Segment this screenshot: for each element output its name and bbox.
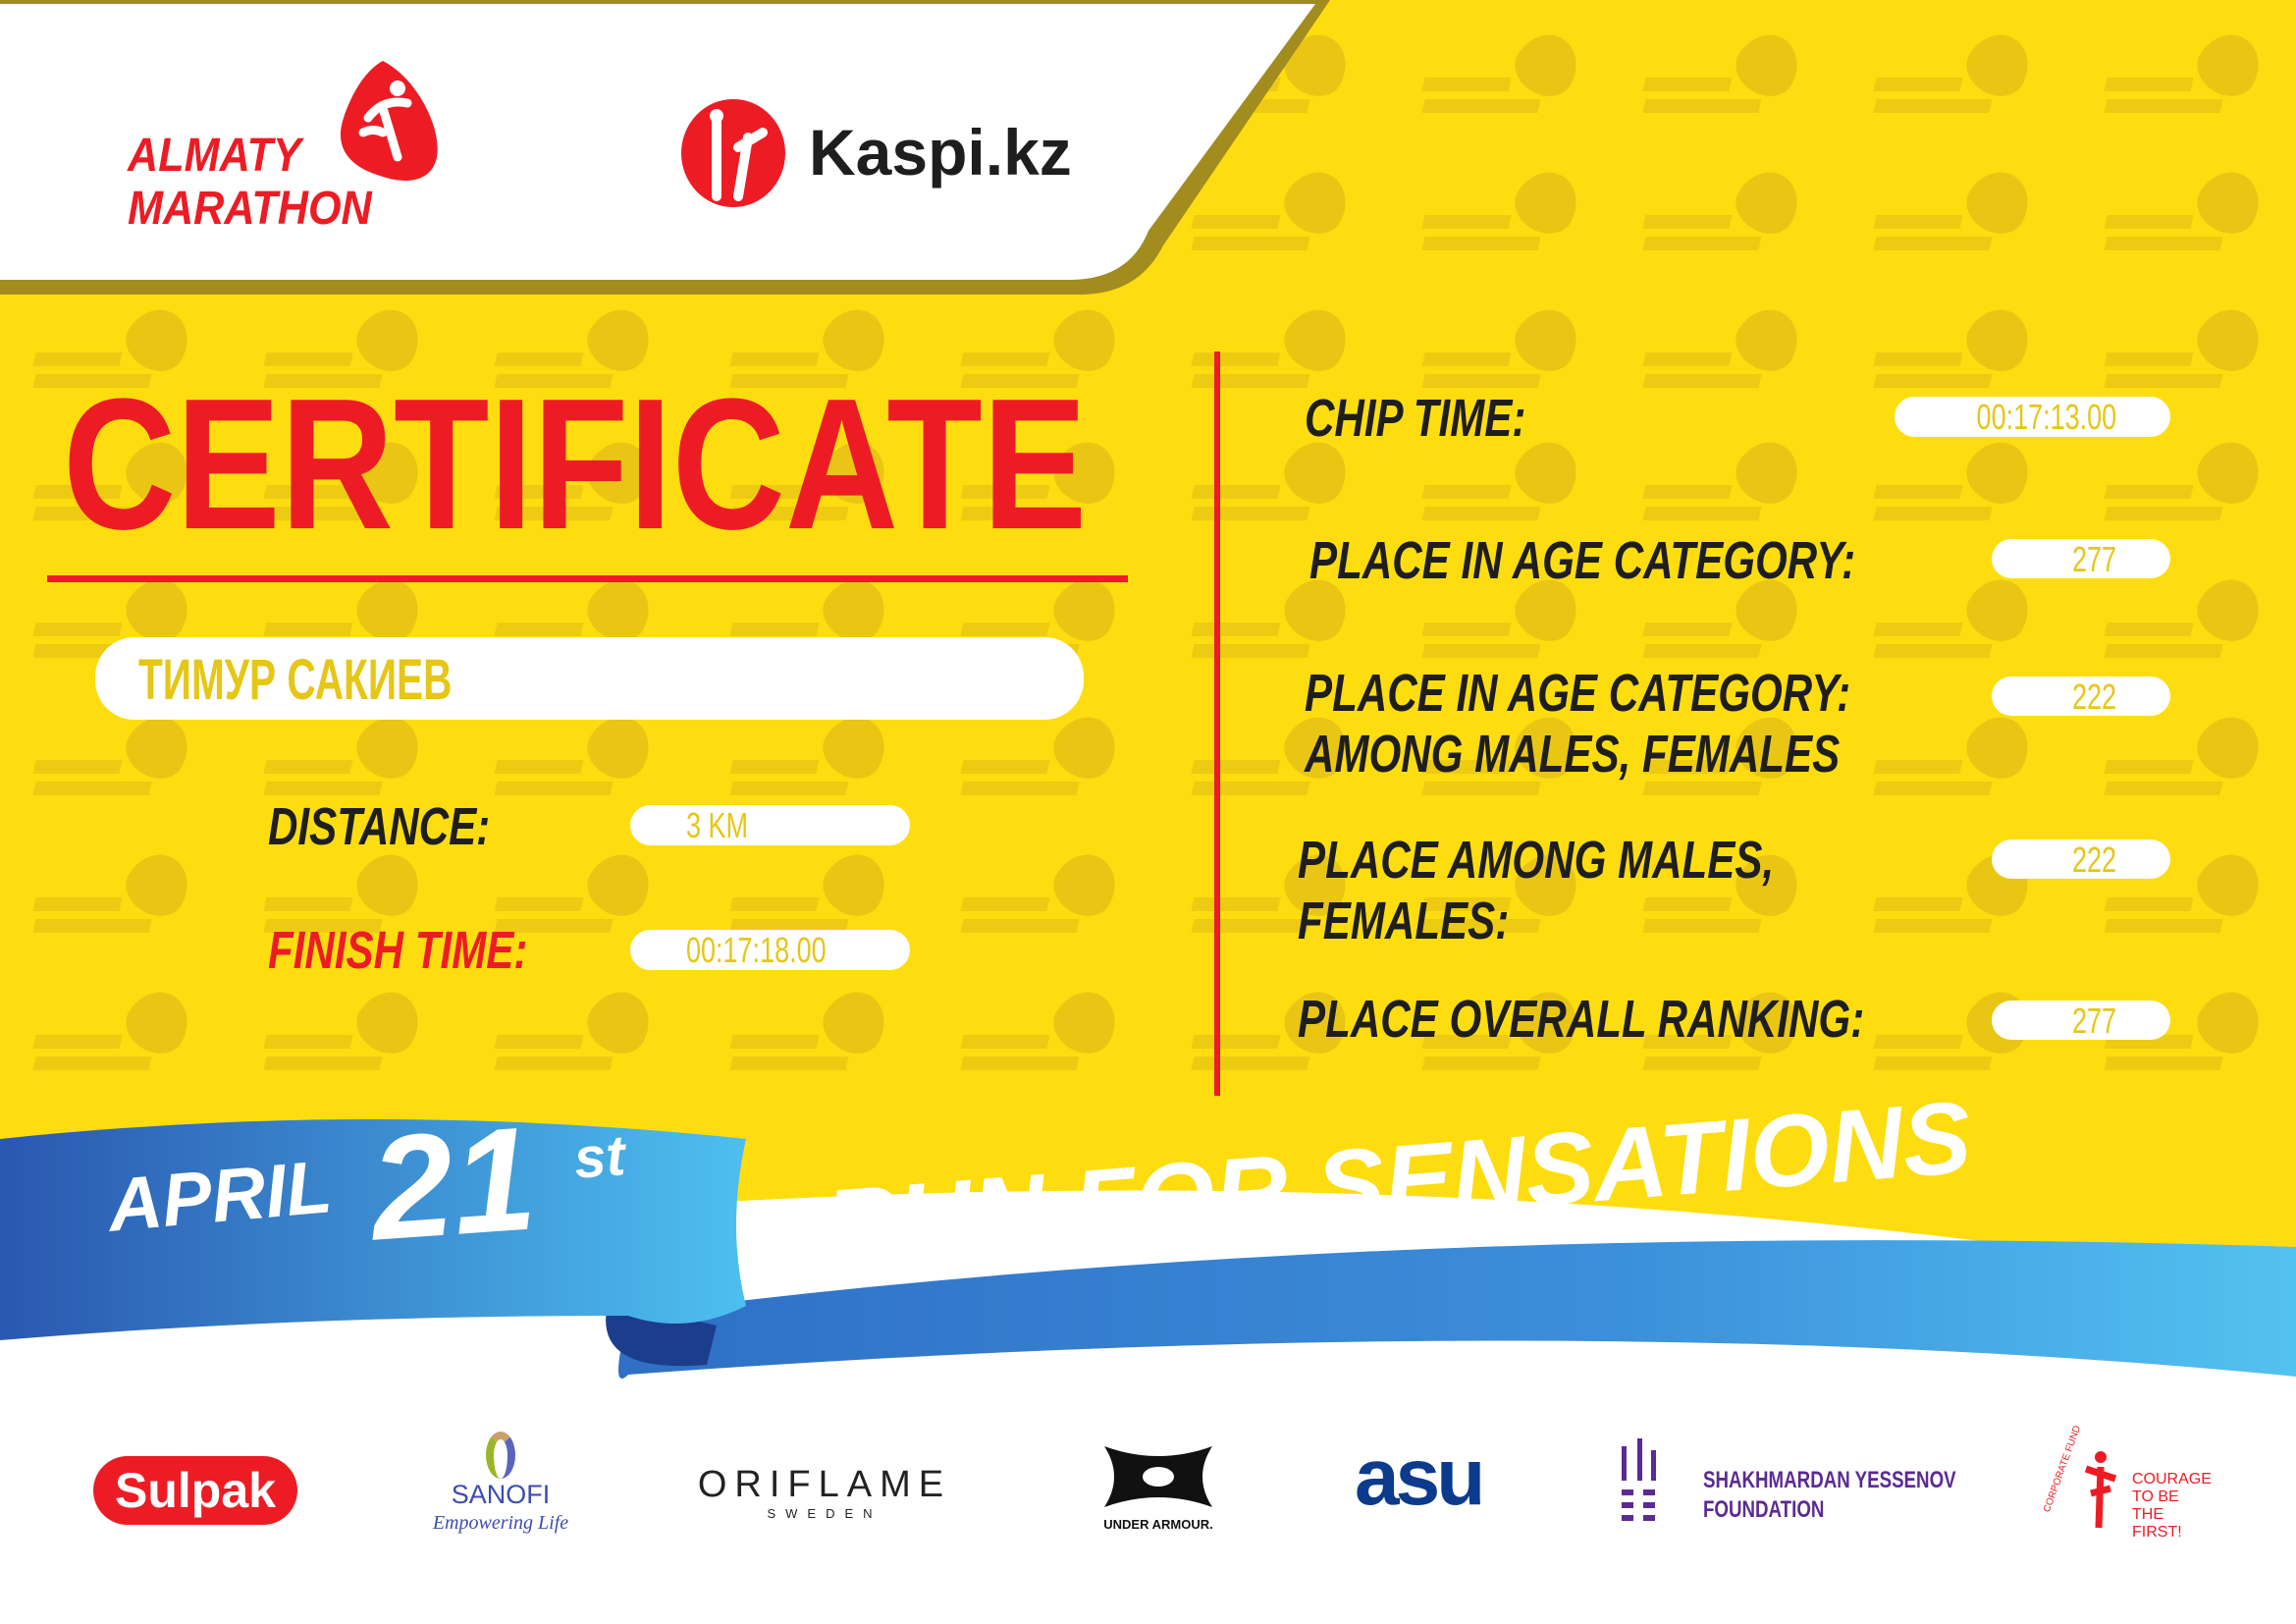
under-armour-icon xyxy=(1104,1446,1212,1507)
watermark-logo-icon xyxy=(32,842,201,952)
watermark-logo-icon xyxy=(960,842,1129,952)
runner-drop-icon xyxy=(340,61,438,181)
chip-time-value: 00:17:13.00 xyxy=(1976,397,2116,437)
watermark-logo-icon xyxy=(2104,298,2272,407)
distance-value: 3 KM xyxy=(686,805,749,845)
finish-time-label: FINISH TIME: xyxy=(268,921,528,980)
courage-fund-logo: CORPORATE FUND COURAGE TO BE THE FIRST! xyxy=(2042,1424,2212,1541)
chip-time-label: CHIP TIME: xyxy=(1305,389,1526,448)
logo-line1: ALMATY xyxy=(128,130,301,182)
banner-day-suffix: st xyxy=(571,1123,627,1191)
watermark-logo-icon xyxy=(494,705,663,815)
kaspi-icon xyxy=(681,99,785,207)
divider-line xyxy=(1214,352,1220,1096)
watermark-logo-icon xyxy=(32,980,201,1090)
age-category-label: PLACE IN AGE CATEGORY: xyxy=(1309,531,1856,590)
gender-label-line1: PLACE AMONG MALES, xyxy=(1298,831,1775,890)
watermark-logo-icon xyxy=(1642,160,1811,270)
age-gender-label-line2: AMONG MALES, FEMALES xyxy=(1305,725,1841,784)
watermark-logo-icon xyxy=(960,980,1129,1090)
age-category-box: 277 xyxy=(1992,539,2170,579)
watermark-logo-icon xyxy=(1642,430,1811,540)
distance-value-box: 3 KM xyxy=(630,805,910,845)
distance-label: DISTANCE: xyxy=(268,797,491,856)
watermark-logo-icon xyxy=(1873,160,2042,270)
oriflame-logo: ORIFLAME SWEDEN xyxy=(697,1464,952,1521)
sulpak-logo: Sulpak xyxy=(93,1456,297,1525)
watermark-logo-icon xyxy=(1873,23,2042,133)
under-armour-logo: UNDER ARMOUR. xyxy=(1075,1441,1242,1532)
sanofi-logo: SANOFI Empowering Life xyxy=(422,1432,579,1536)
almaty-marathon-logo: ALMATY MARATHON xyxy=(128,59,461,241)
age-gender-label-line1: PLACE IN AGE CATEGORY: xyxy=(1305,664,1851,723)
watermark-logo-icon xyxy=(494,980,663,1090)
watermark-logo-icon xyxy=(263,980,432,1090)
yessenov-icon xyxy=(1622,1438,1656,1521)
watermark-logo-icon xyxy=(1421,23,1590,133)
watermark-logo-icon xyxy=(960,705,1129,815)
overall-label: PLACE OVERALL RANKING: xyxy=(1298,990,1865,1049)
watermark-logo-icon xyxy=(2104,160,2272,270)
watermark-logo-icon xyxy=(32,705,201,815)
overall-box: 277 xyxy=(1992,1001,2170,1041)
watermark-logo-icon xyxy=(1873,298,2042,407)
watermark-logo-icon xyxy=(2104,568,2272,677)
watermark-logo-icon xyxy=(1873,705,2042,815)
watermark-logo-icon xyxy=(1421,160,1590,270)
header-panel xyxy=(0,0,1330,295)
finish-time-value-box: 00:17:18.00 xyxy=(630,930,910,970)
participant-name: ТИМУР САКИЕВ xyxy=(138,648,453,712)
watermark-logo-icon xyxy=(1642,23,1811,133)
watermark-logo-icon xyxy=(729,980,898,1090)
watermark-logo-icon xyxy=(1642,298,1811,407)
watermark-logo-icon xyxy=(729,705,898,815)
logo-line2: MARATHON xyxy=(128,183,372,235)
ribbon-banner xyxy=(0,1119,2296,1624)
overall-value: 277 xyxy=(2071,1001,2116,1041)
gender-value: 222 xyxy=(2071,839,2116,880)
watermark-logo-icon xyxy=(1873,430,2042,540)
title-underline xyxy=(47,575,1128,582)
kaspi-logo: Kaspi.kz xyxy=(679,98,1092,207)
watermark-logo-icon xyxy=(2104,705,2272,815)
kaspi-wordmark: Kaspi.kz xyxy=(809,116,1072,189)
age-category-value: 277 xyxy=(2071,539,2116,579)
age-gender-value: 222 xyxy=(2071,677,2116,717)
yessenov-foundation-logo: SHAKHMARDAN YESSENOV FOUNDATION xyxy=(1620,1438,1956,1523)
gender-label-line2: FEMALES: xyxy=(1298,892,1510,950)
watermark-logo-icon xyxy=(1421,430,1590,540)
watermark-logo-icon xyxy=(2104,23,2272,133)
age-gender-box: 222 xyxy=(1992,677,2170,717)
banner-day: 21 xyxy=(365,1095,541,1272)
participant-name-field: ТИМУР САКИЕВ xyxy=(95,637,1084,720)
sanofi-icon xyxy=(486,1432,515,1479)
watermark-logo-icon xyxy=(1873,568,2042,677)
certificate-title: CERTIFICATE xyxy=(63,360,1088,568)
finish-time-value: 00:17:18.00 xyxy=(686,930,827,970)
courage-runner-icon xyxy=(2084,1451,2117,1529)
chip-time-box: 00:17:13.00 xyxy=(1895,397,2170,437)
gender-box: 222 xyxy=(1992,839,2170,880)
asu-logo: asu xyxy=(1355,1433,1485,1522)
watermark-logo-icon xyxy=(2104,430,2272,540)
